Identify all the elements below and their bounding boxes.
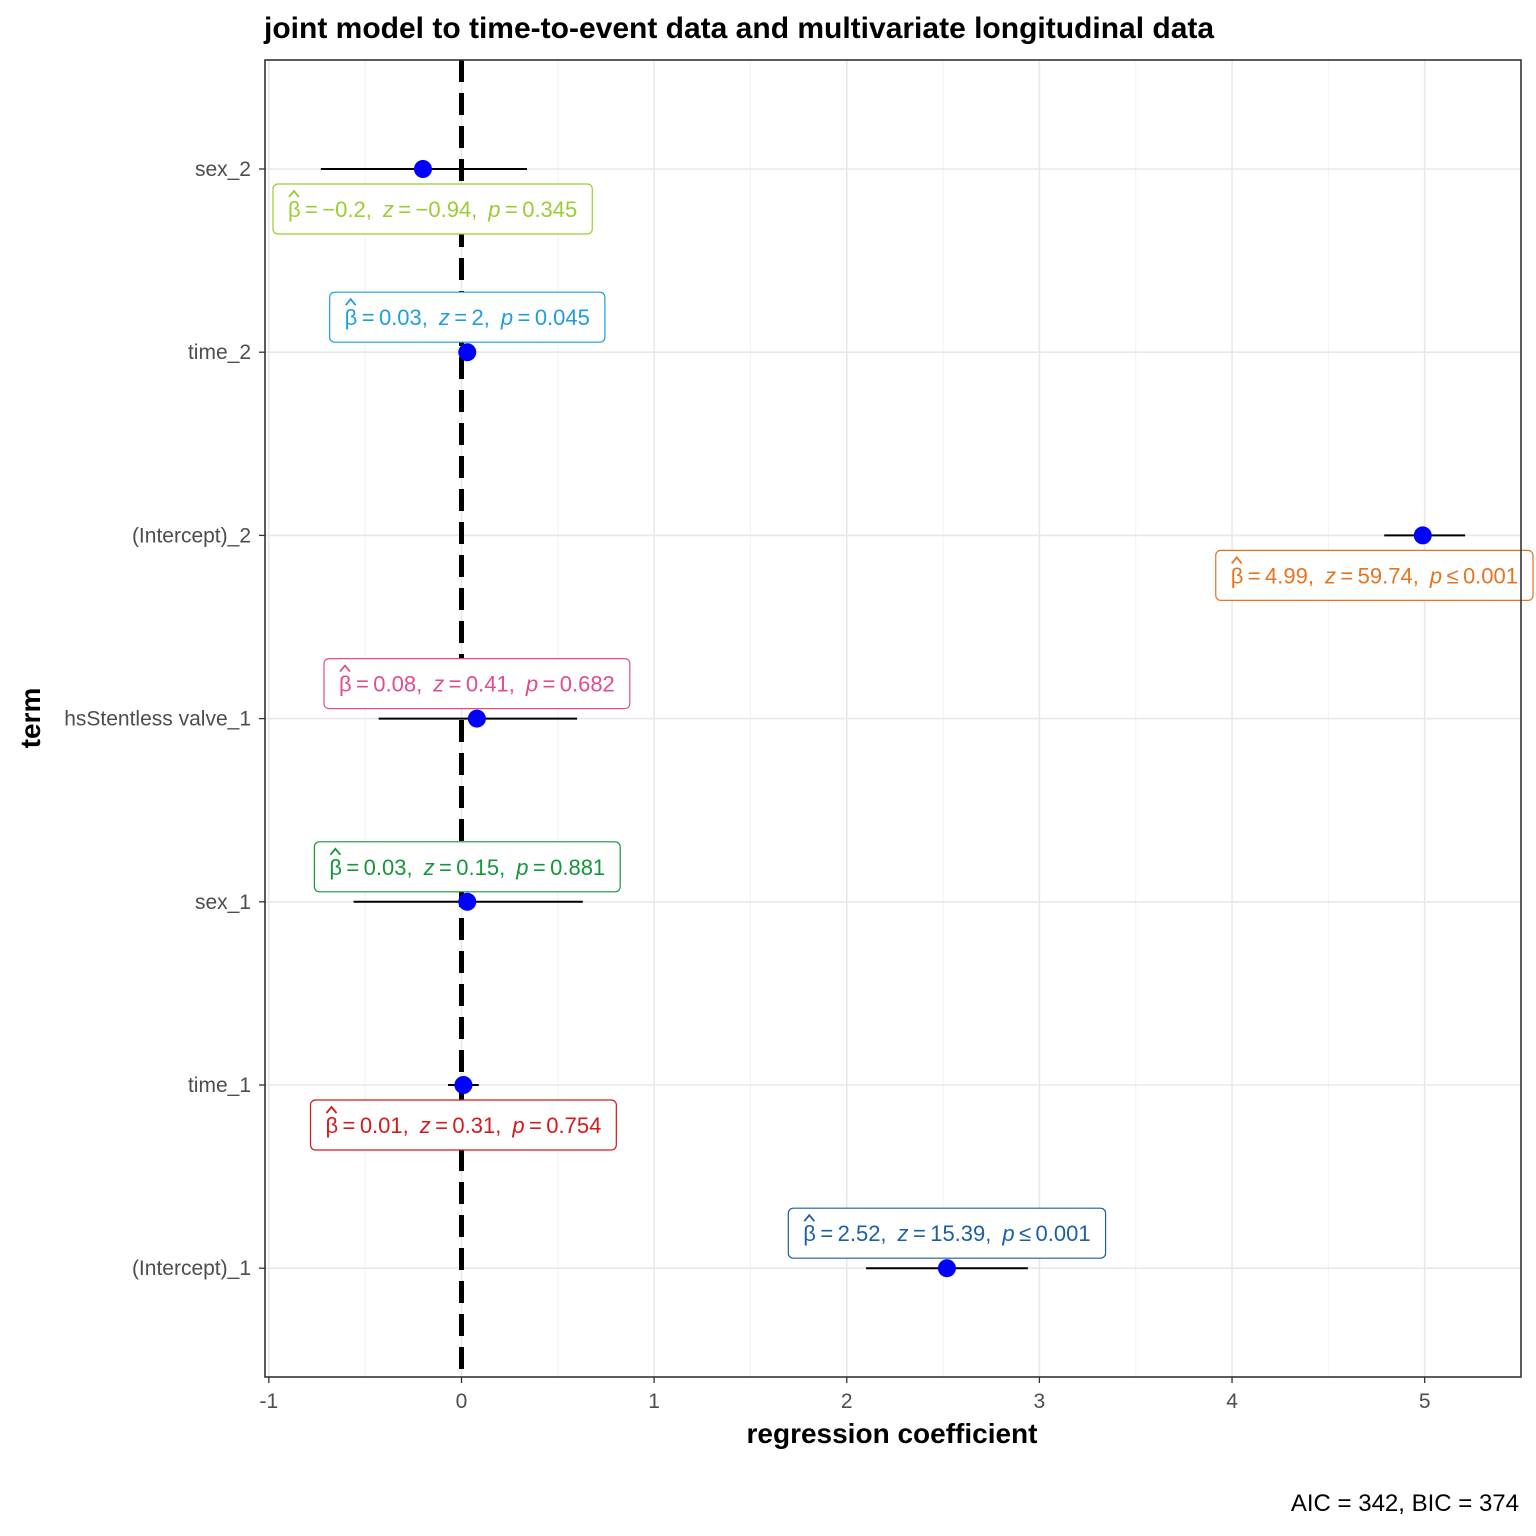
- estimate-label-text: β = 0.03, z = 0.15, p = 0.881: [329, 855, 605, 880]
- estimate-point: [413, 160, 432, 178]
- estimate-point: [1413, 526, 1432, 545]
- y-tick-label: sex_1: [195, 891, 251, 914]
- model-fit-caption: AIC = 342, BIC = 374: [1291, 1490, 1519, 1517]
- y-tick-label: hsStentless valve_1: [64, 708, 251, 731]
- estimate-point: [454, 1076, 473, 1094]
- plot-area: sex_2 β = −0.2, z = −0.94, p = 0.345 time_…: [64, 59, 1534, 1413]
- x-tick-label: 4: [1226, 1390, 1238, 1413]
- estimate-label-box: [787, 1207, 1107, 1259]
- y-axis-title: term: [15, 688, 46, 749]
- beta-hat-mark: [344, 297, 357, 306]
- estimate-label-text: β = 0.08, z = 0.41, p = 0.682: [339, 671, 615, 696]
- beta-hat-mark: [339, 664, 351, 673]
- x-tick-label: 5: [1419, 1390, 1431, 1413]
- beta-hat-mark: [325, 1105, 338, 1114]
- y-tick-label: (Intercept)_2: [132, 524, 251, 547]
- estimate-label: β = 2.52, z = 15.39, p ≤ 0.001: [787, 1207, 1107, 1259]
- beta-hat-mark: [288, 189, 300, 198]
- x-axis-title: regression coefficient: [747, 1418, 1038, 1449]
- estimate-point: [937, 1259, 956, 1278]
- chart-title: joint model to time-to-event data and mu…: [263, 12, 1214, 45]
- estimate-label-text: β = 0.03, z = 2, p = 0.045: [345, 305, 590, 330]
- x-tick-label: 3: [1034, 1390, 1046, 1413]
- estimate-label-box: [272, 183, 593, 235]
- estimate-label-text: β = 4.99, z = 59.74, p ≤ 0.001: [1231, 563, 1518, 588]
- estimate-label-text: β = −0.2, z = −0.94, p = 0.345: [288, 197, 577, 222]
- estimate-label-box: [1215, 549, 1534, 602]
- estimate-label-box: [309, 1099, 617, 1151]
- estimate-label: β = 0.01, z = 0.31, p = 0.754: [309, 1099, 617, 1151]
- estimate-label-text: β = 0.01, z = 0.31, p = 0.754: [326, 1113, 602, 1138]
- estimate-label: β = −0.2, z = −0.94, p = 0.345: [272, 183, 593, 235]
- estimate-point: [458, 343, 477, 362]
- y-tick-label: (Intercept)_1: [132, 1257, 251, 1280]
- y-tick-label: time_1: [188, 1074, 251, 1097]
- estimate-point: [467, 709, 486, 728]
- estimate-label-box: [313, 841, 621, 893]
- x-tick-label: -1: [260, 1390, 279, 1413]
- beta-hat-mark: [329, 847, 342, 856]
- x-tick-label: 1: [648, 1390, 660, 1413]
- y-tick-label: sex_2: [195, 158, 251, 181]
- x-tick-label: 0: [456, 1390, 468, 1413]
- estimate-label: β = 0.03, z = 0.15, p = 0.881: [313, 841, 621, 893]
- panel-border: [264, 59, 1522, 1378]
- beta-hat-mark: [803, 1213, 815, 1222]
- y-tick-label: time_2: [188, 341, 251, 364]
- beta-hat-mark: [1231, 555, 1243, 564]
- x-tick-label: 2: [841, 1390, 853, 1413]
- estimate-label-text: β = 2.52, z = 15.39, p ≤ 0.001: [803, 1221, 1090, 1246]
- estimate-label: β = 0.03, z = 2, p = 0.045: [329, 291, 606, 343]
- estimate-point: [458, 892, 477, 911]
- estimate-label-box: [323, 657, 631, 710]
- estimate-label-box: [329, 291, 606, 343]
- estimate-label: β = 4.99, z = 59.74, p ≤ 0.001: [1215, 549, 1534, 602]
- estimate-label: β = 0.08, z = 0.41, p = 0.682: [323, 657, 631, 710]
